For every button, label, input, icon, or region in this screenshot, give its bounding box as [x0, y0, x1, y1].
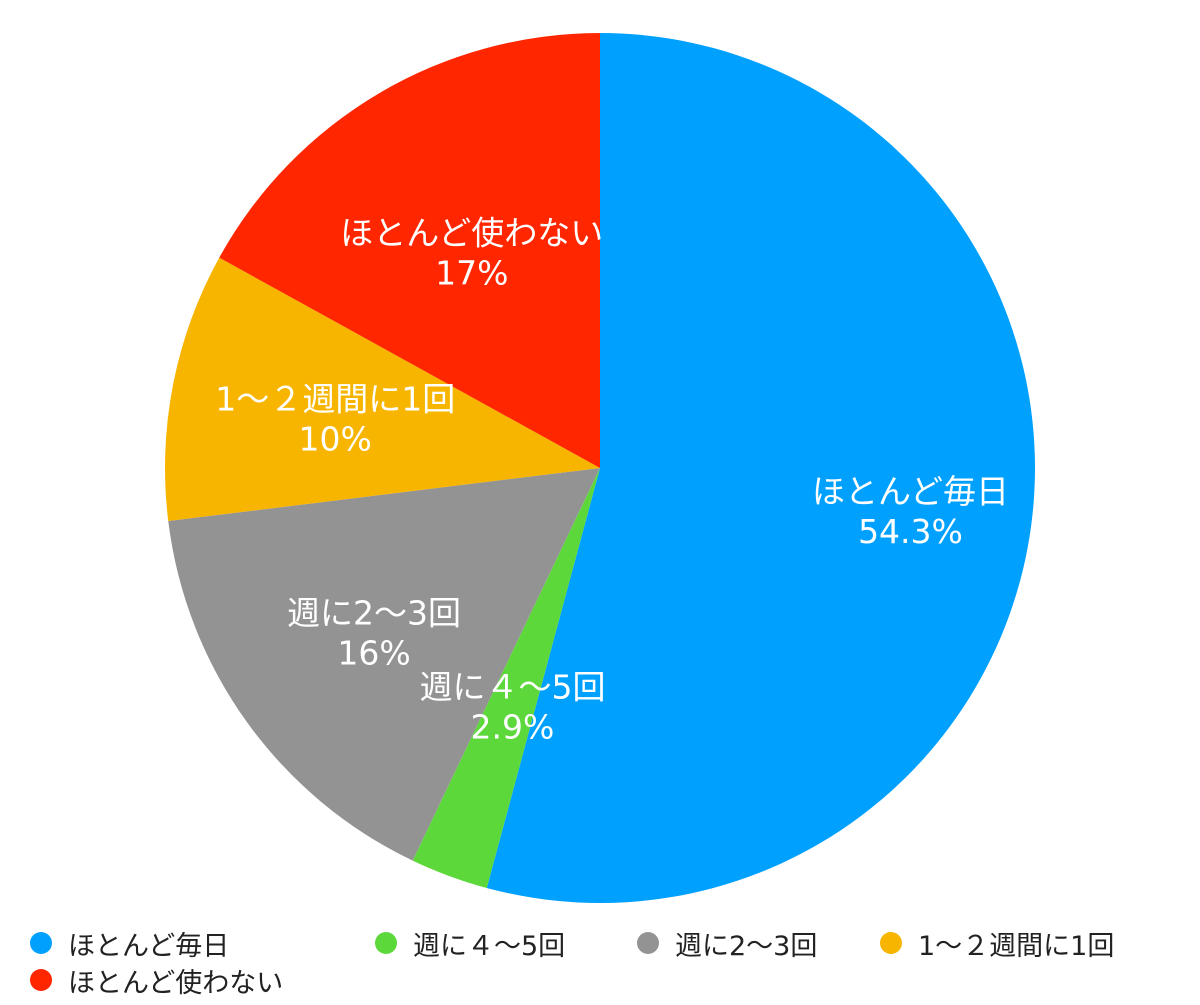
legend-dot — [880, 932, 902, 954]
slice-label-value: 2.9% — [471, 708, 555, 747]
slice-label-name: ほとんど毎日 — [812, 472, 1009, 511]
legend-item-1-2-weeks: 1〜２週間に1回 — [880, 925, 1115, 962]
legend-item-rarely: ほとんど使わない — [30, 962, 284, 999]
pie-slice-4-5-times — [412, 468, 600, 889]
legend-item-2-3-times: 週に2〜3回 — [637, 925, 818, 962]
pie-slice-2-3-times — [168, 468, 600, 861]
legend-label: ほとんど毎日 — [68, 930, 230, 962]
legend: ほとんど毎日 週に４〜5回 週に2〜3回 1〜２週間に1回 ほとんど使わない — [30, 925, 1190, 1000]
legend-item-4-5-times: 週に４〜5回 — [375, 925, 566, 962]
slice-label-name: 週に2〜3回 — [287, 594, 461, 633]
legend-dot — [30, 932, 52, 954]
slice-label-value: 17% — [435, 254, 508, 293]
legend-label: ほとんど使わない — [68, 967, 284, 999]
pie-slice-rarely — [219, 33, 600, 468]
legend-label: 1〜２週間に1回 — [918, 930, 1115, 962]
legend-dot — [375, 932, 397, 954]
pie-slices — [165, 33, 1036, 904]
slice-label-value: 54.3% — [858, 512, 963, 551]
pie-slice-1-2-weeks — [165, 257, 600, 522]
slice-label-name: 週に４〜5回 — [419, 668, 605, 707]
slice-label-name: ほとんど使わない — [340, 214, 603, 253]
slice-label-value: 10% — [299, 420, 372, 459]
legend-dot — [30, 969, 52, 991]
slice-label-value: 16% — [337, 634, 410, 673]
legend-label: 週に４〜5回 — [413, 930, 566, 962]
pie-slice-daily — [486, 33, 1036, 904]
legend-label: 週に2〜3回 — [675, 930, 818, 962]
legend-dot — [637, 932, 659, 954]
slice-label-name: 1〜２週間に1回 — [215, 380, 455, 419]
legend-item-daily: ほとんど毎日 — [30, 925, 230, 962]
